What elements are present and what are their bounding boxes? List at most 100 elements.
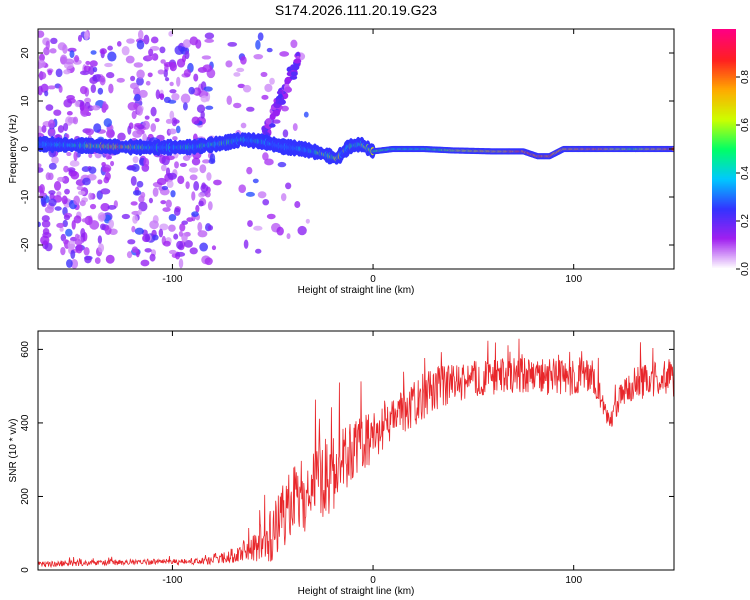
noise-blob bbox=[134, 93, 141, 102]
noise-blob bbox=[138, 201, 148, 212]
colorbar-swatch bbox=[712, 49, 736, 52]
noise-blob bbox=[165, 199, 172, 208]
noise-blob bbox=[262, 198, 270, 206]
noise-blob bbox=[58, 85, 63, 93]
colorbar-swatch bbox=[712, 99, 736, 102]
noise-blob bbox=[159, 187, 170, 196]
colorbar-swatch bbox=[712, 81, 736, 84]
noise-blob bbox=[140, 191, 146, 199]
colorbar-swatch bbox=[712, 175, 736, 178]
noise-blob bbox=[74, 100, 81, 108]
noise-blob bbox=[48, 190, 56, 195]
noise-blob bbox=[129, 82, 139, 90]
colorbar-swatch bbox=[712, 185, 736, 188]
noise-blob bbox=[98, 243, 105, 253]
y-axis-label: Frequency (Hz) bbox=[8, 115, 19, 184]
noise-blob bbox=[137, 29, 144, 40]
noise-blob bbox=[150, 123, 157, 132]
noise-blob bbox=[53, 181, 62, 191]
colorbar-swatch bbox=[712, 43, 736, 46]
noise-blob bbox=[59, 227, 64, 232]
colorbar-swatch bbox=[712, 31, 736, 34]
colorbar-swatch bbox=[712, 67, 736, 70]
noise-blob bbox=[48, 172, 54, 181]
colorbar-swatch bbox=[712, 75, 736, 78]
noise-blob bbox=[176, 76, 181, 87]
noise-blob bbox=[145, 233, 150, 243]
noise-blob bbox=[168, 249, 177, 255]
noise-blob bbox=[169, 89, 177, 94]
colorbar-swatch bbox=[712, 261, 736, 264]
noise-blob bbox=[193, 181, 200, 191]
noise-blob bbox=[266, 47, 273, 53]
noise-blob bbox=[70, 258, 79, 269]
noise-blob bbox=[69, 50, 75, 58]
x-tick-label: -100 bbox=[162, 274, 182, 285]
noise-blob bbox=[272, 109, 280, 117]
noise-blob bbox=[67, 47, 77, 53]
noise-blob bbox=[204, 32, 215, 40]
colorbar-swatch bbox=[712, 55, 736, 58]
noise-blob bbox=[125, 55, 135, 64]
figure-title: S174.2026.111.20.19.G23 bbox=[275, 2, 437, 18]
y-tick-label: 10 bbox=[20, 95, 31, 107]
noise-blob bbox=[121, 46, 130, 56]
noise-blob bbox=[182, 39, 191, 49]
noise-blob bbox=[150, 36, 159, 44]
noise-blob bbox=[144, 248, 152, 253]
noise-blob bbox=[134, 227, 144, 235]
noise-blob bbox=[79, 85, 88, 95]
noise-blob bbox=[171, 117, 178, 127]
noise-blob bbox=[182, 102, 188, 111]
noise-blob bbox=[253, 225, 263, 231]
colorbar-swatch bbox=[712, 145, 736, 148]
colorbar-swatch bbox=[712, 83, 736, 86]
noise-blob bbox=[84, 128, 95, 136]
noise-blob bbox=[136, 77, 144, 86]
noise-blob bbox=[90, 50, 97, 55]
noise-blob bbox=[172, 136, 178, 141]
noise-blob bbox=[83, 30, 89, 41]
noise-blob bbox=[54, 206, 62, 211]
y-tick-label: 0 bbox=[20, 567, 31, 573]
noise-blob bbox=[66, 259, 73, 268]
noise-blob bbox=[100, 223, 106, 231]
noise-blob bbox=[293, 58, 302, 64]
noise-blob bbox=[291, 63, 300, 71]
noise-blob bbox=[40, 196, 46, 207]
noise-blob bbox=[276, 226, 284, 236]
y-tick-label: -10 bbox=[20, 189, 31, 204]
noise-blob bbox=[266, 213, 276, 220]
colorbar-swatch bbox=[712, 139, 736, 142]
noise-blob bbox=[168, 224, 176, 232]
noise-blob bbox=[63, 69, 71, 75]
noise-blob bbox=[107, 45, 113, 51]
noise-blob bbox=[178, 258, 184, 269]
noise-blob bbox=[148, 48, 154, 57]
colorbar-swatch bbox=[712, 121, 736, 124]
colorbar-swatch bbox=[712, 253, 736, 256]
noise-blob bbox=[242, 84, 252, 93]
noise-blob bbox=[41, 215, 50, 222]
noise-blob bbox=[185, 181, 190, 189]
colorbar-swatch bbox=[712, 91, 736, 94]
colorbar-swatch bbox=[712, 129, 736, 132]
colorbar-swatch bbox=[712, 221, 736, 224]
noise-blob bbox=[169, 110, 175, 120]
noise-blob bbox=[191, 211, 199, 218]
noise-blob bbox=[186, 217, 194, 222]
noise-blob bbox=[127, 239, 136, 245]
noise-blob bbox=[97, 235, 103, 244]
noise-blob bbox=[117, 132, 126, 141]
colorbar-swatch bbox=[712, 127, 736, 130]
noise-blob bbox=[292, 123, 298, 131]
colorbar-swatch bbox=[712, 71, 736, 74]
noise-blob bbox=[247, 220, 253, 228]
noise-blob bbox=[132, 156, 139, 164]
noise-blob bbox=[252, 178, 259, 184]
noise-blob bbox=[71, 220, 76, 230]
noise-blob bbox=[152, 187, 159, 197]
noise-blob bbox=[253, 53, 264, 60]
colorbar-swatch bbox=[712, 203, 736, 206]
noise-blob bbox=[64, 188, 70, 195]
